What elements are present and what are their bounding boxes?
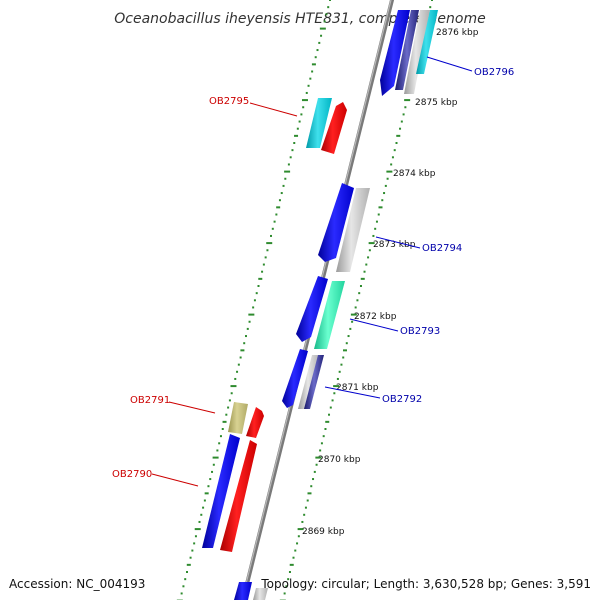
scale-label-2876: 2876 kbp (436, 28, 479, 38)
gene-label-ob2791[interactable]: OB2791 (130, 395, 170, 406)
gene-OB2793-group[interactable] (296, 276, 345, 349)
gene-label-ob2792[interactable]: OB2792 (382, 394, 422, 405)
scale-label-2872: 2872 kbp (354, 312, 397, 322)
map-title: Oceanobacillus iheyensis HTE831, complet… (114, 11, 485, 27)
gene-label-ob2794[interactable]: OB2794 (422, 243, 462, 254)
accession-text: Accession: NC_004193 (9, 577, 146, 591)
gene-label-ob2793[interactable]: OB2793 (400, 326, 440, 337)
gene-OB2792-group[interactable] (282, 349, 324, 409)
scale-label-2869: 2869 kbp (302, 527, 345, 537)
gene-OB2796[interactable] (380, 10, 438, 96)
gene-label-ob2790[interactable]: OB2790 (112, 469, 152, 480)
gene-OB2791-group[interactable] (228, 402, 264, 438)
gene-label-ob2795[interactable]: OB2795 (209, 96, 249, 107)
label-leaders (151, 56, 473, 487)
scale-label-2871: 2871 kbp (336, 383, 379, 393)
scale-label-2875: 2875 kbp (415, 98, 458, 108)
gene-label-ob2796[interactable]: OB2796 (474, 67, 514, 78)
scale-ticks (176, 0, 433, 600)
scale-label-2870: 2870 kbp (318, 455, 361, 465)
gene-OB2790-group[interactable] (202, 434, 257, 552)
gene-OB2795-group[interactable] (306, 98, 347, 154)
scale-label-2873: 2873 kbp (373, 240, 416, 250)
gene-partial-bottom[interactable] (234, 582, 268, 600)
scale-label-2874: 2874 kbp (393, 169, 436, 179)
gene-OB2794-group[interactable] (318, 183, 370, 272)
topology-text: Topology: circular; Length: 3,630,528 bp… (261, 577, 591, 591)
